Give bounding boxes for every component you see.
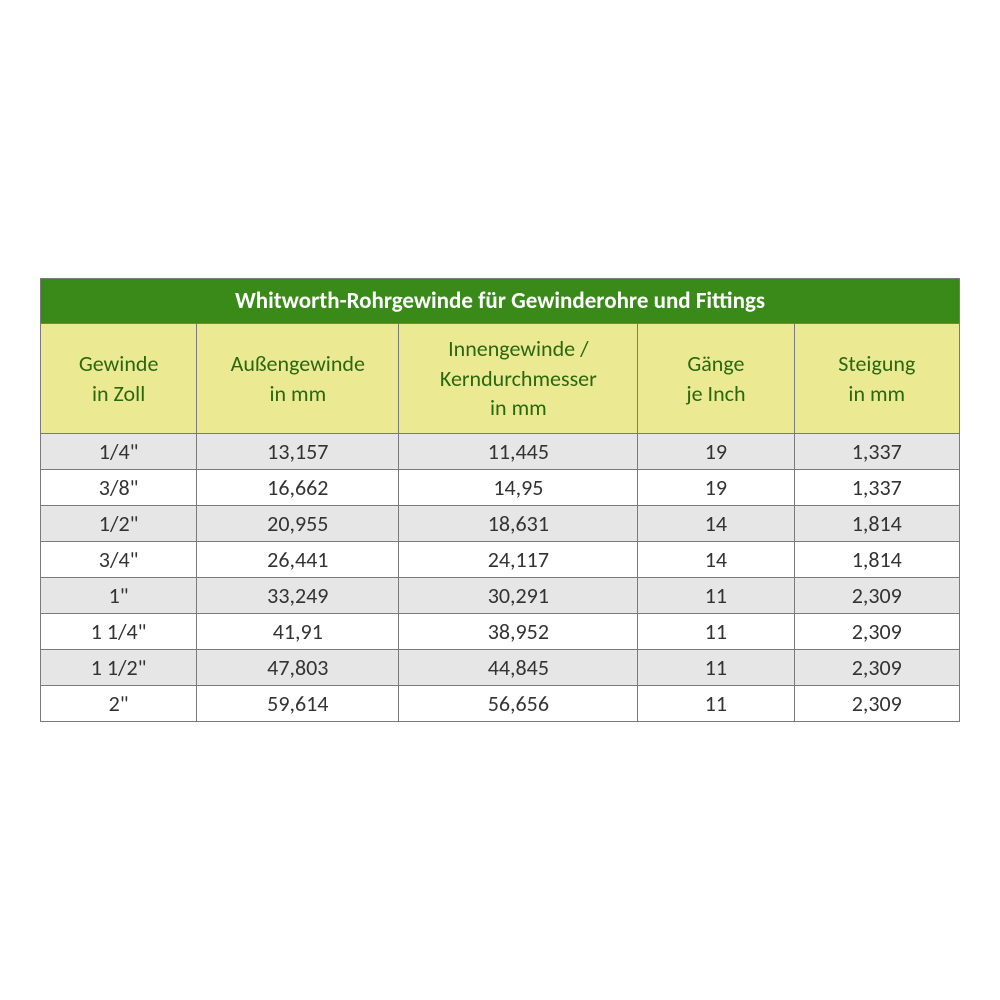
cell: 1/4" — [41, 434, 197, 470]
thread-table-container: Whitworth-Rohrgewinde für Gewinderohre u… — [40, 278, 960, 722]
cell: 19 — [638, 470, 794, 506]
cell: 2,309 — [794, 650, 959, 686]
cell: 44,845 — [399, 650, 638, 686]
table-row: 1"33,24930,291112,309 — [41, 578, 960, 614]
col-header-line: Gänge — [687, 350, 744, 377]
cell: 1,337 — [794, 434, 959, 470]
cell: 2" — [41, 686, 197, 722]
table-row: 3/4"26,44124,117141,814 — [41, 542, 960, 578]
col-header-line: in Zoll — [92, 380, 145, 407]
cell: 11,445 — [399, 434, 638, 470]
cell: 1 1/4" — [41, 614, 197, 650]
cell: 19 — [638, 434, 794, 470]
cell: 2,309 — [794, 578, 959, 614]
table-row: 1/2"20,95518,631141,814 — [41, 506, 960, 542]
cell: 38,952 — [399, 614, 638, 650]
cell: 1 1/2" — [41, 650, 197, 686]
cell: 14,95 — [399, 470, 638, 506]
cell: 18,631 — [399, 506, 638, 542]
cell: 14 — [638, 542, 794, 578]
cell: 13,157 — [197, 434, 399, 470]
cell: 16,662 — [197, 470, 399, 506]
col-header-aussengewinde: Außengewinde in mm — [197, 323, 399, 433]
cell: 2,309 — [794, 686, 959, 722]
col-header-line: Innengewinde / — [448, 335, 589, 362]
cell: 26,441 — [197, 542, 399, 578]
cell: 1,814 — [794, 506, 959, 542]
cell: 11 — [638, 686, 794, 722]
cell: 1" — [41, 578, 197, 614]
cell: 1,337 — [794, 470, 959, 506]
col-header-innengewinde: Innengewinde / Kerndurchmesser in mm — [399, 323, 638, 433]
col-header-steigung: Steigung in mm — [794, 323, 959, 433]
col-header-line: Kerndurchmesser — [440, 365, 597, 392]
cell: 24,117 — [399, 542, 638, 578]
table-row: 1/4"13,15711,445191,337 — [41, 434, 960, 470]
cell: 1,814 — [794, 542, 959, 578]
col-header-gaenge: Gänge je Inch — [638, 323, 794, 433]
col-header-line: Außengewinde — [231, 350, 365, 377]
table-title: Whitworth-Rohrgewinde für Gewinderohre u… — [41, 278, 960, 323]
col-header-line: in mm — [848, 380, 905, 407]
cell: 11 — [638, 650, 794, 686]
cell: 41,91 — [197, 614, 399, 650]
cell: 1/2" — [41, 506, 197, 542]
col-header-line: je Inch — [686, 380, 745, 407]
thread-table: Whitworth-Rohrgewinde für Gewinderohre u… — [40, 278, 960, 722]
col-header-line: in mm — [490, 394, 547, 421]
table-row: 1 1/4"41,9138,952112,309 — [41, 614, 960, 650]
cell: 33,249 — [197, 578, 399, 614]
table-header-row: Gewinde in Zoll Außengewinde in mm Innen… — [41, 323, 960, 433]
cell: 47,803 — [197, 650, 399, 686]
cell: 11 — [638, 578, 794, 614]
table-row: 3/8"16,66214,95191,337 — [41, 470, 960, 506]
cell: 11 — [638, 614, 794, 650]
cell: 2,309 — [794, 614, 959, 650]
cell: 14 — [638, 506, 794, 542]
cell: 30,291 — [399, 578, 638, 614]
cell: 56,656 — [399, 686, 638, 722]
table-row: 1 1/2"47,80344,845112,309 — [41, 650, 960, 686]
cell: 3/8" — [41, 470, 197, 506]
cell: 20,955 — [197, 506, 399, 542]
cell: 59,614 — [197, 686, 399, 722]
col-header-line: in mm — [269, 380, 326, 407]
table-row: 2"59,61456,656112,309 — [41, 686, 960, 722]
table-body: 1/4"13,15711,445191,337 3/8"16,66214,951… — [41, 434, 960, 722]
col-header-line: Gewinde — [79, 350, 159, 377]
col-header-gewinde: Gewinde in Zoll — [41, 323, 197, 433]
table-title-row: Whitworth-Rohrgewinde für Gewinderohre u… — [41, 278, 960, 323]
col-header-line: Steigung — [838, 350, 915, 377]
cell: 3/4" — [41, 542, 197, 578]
